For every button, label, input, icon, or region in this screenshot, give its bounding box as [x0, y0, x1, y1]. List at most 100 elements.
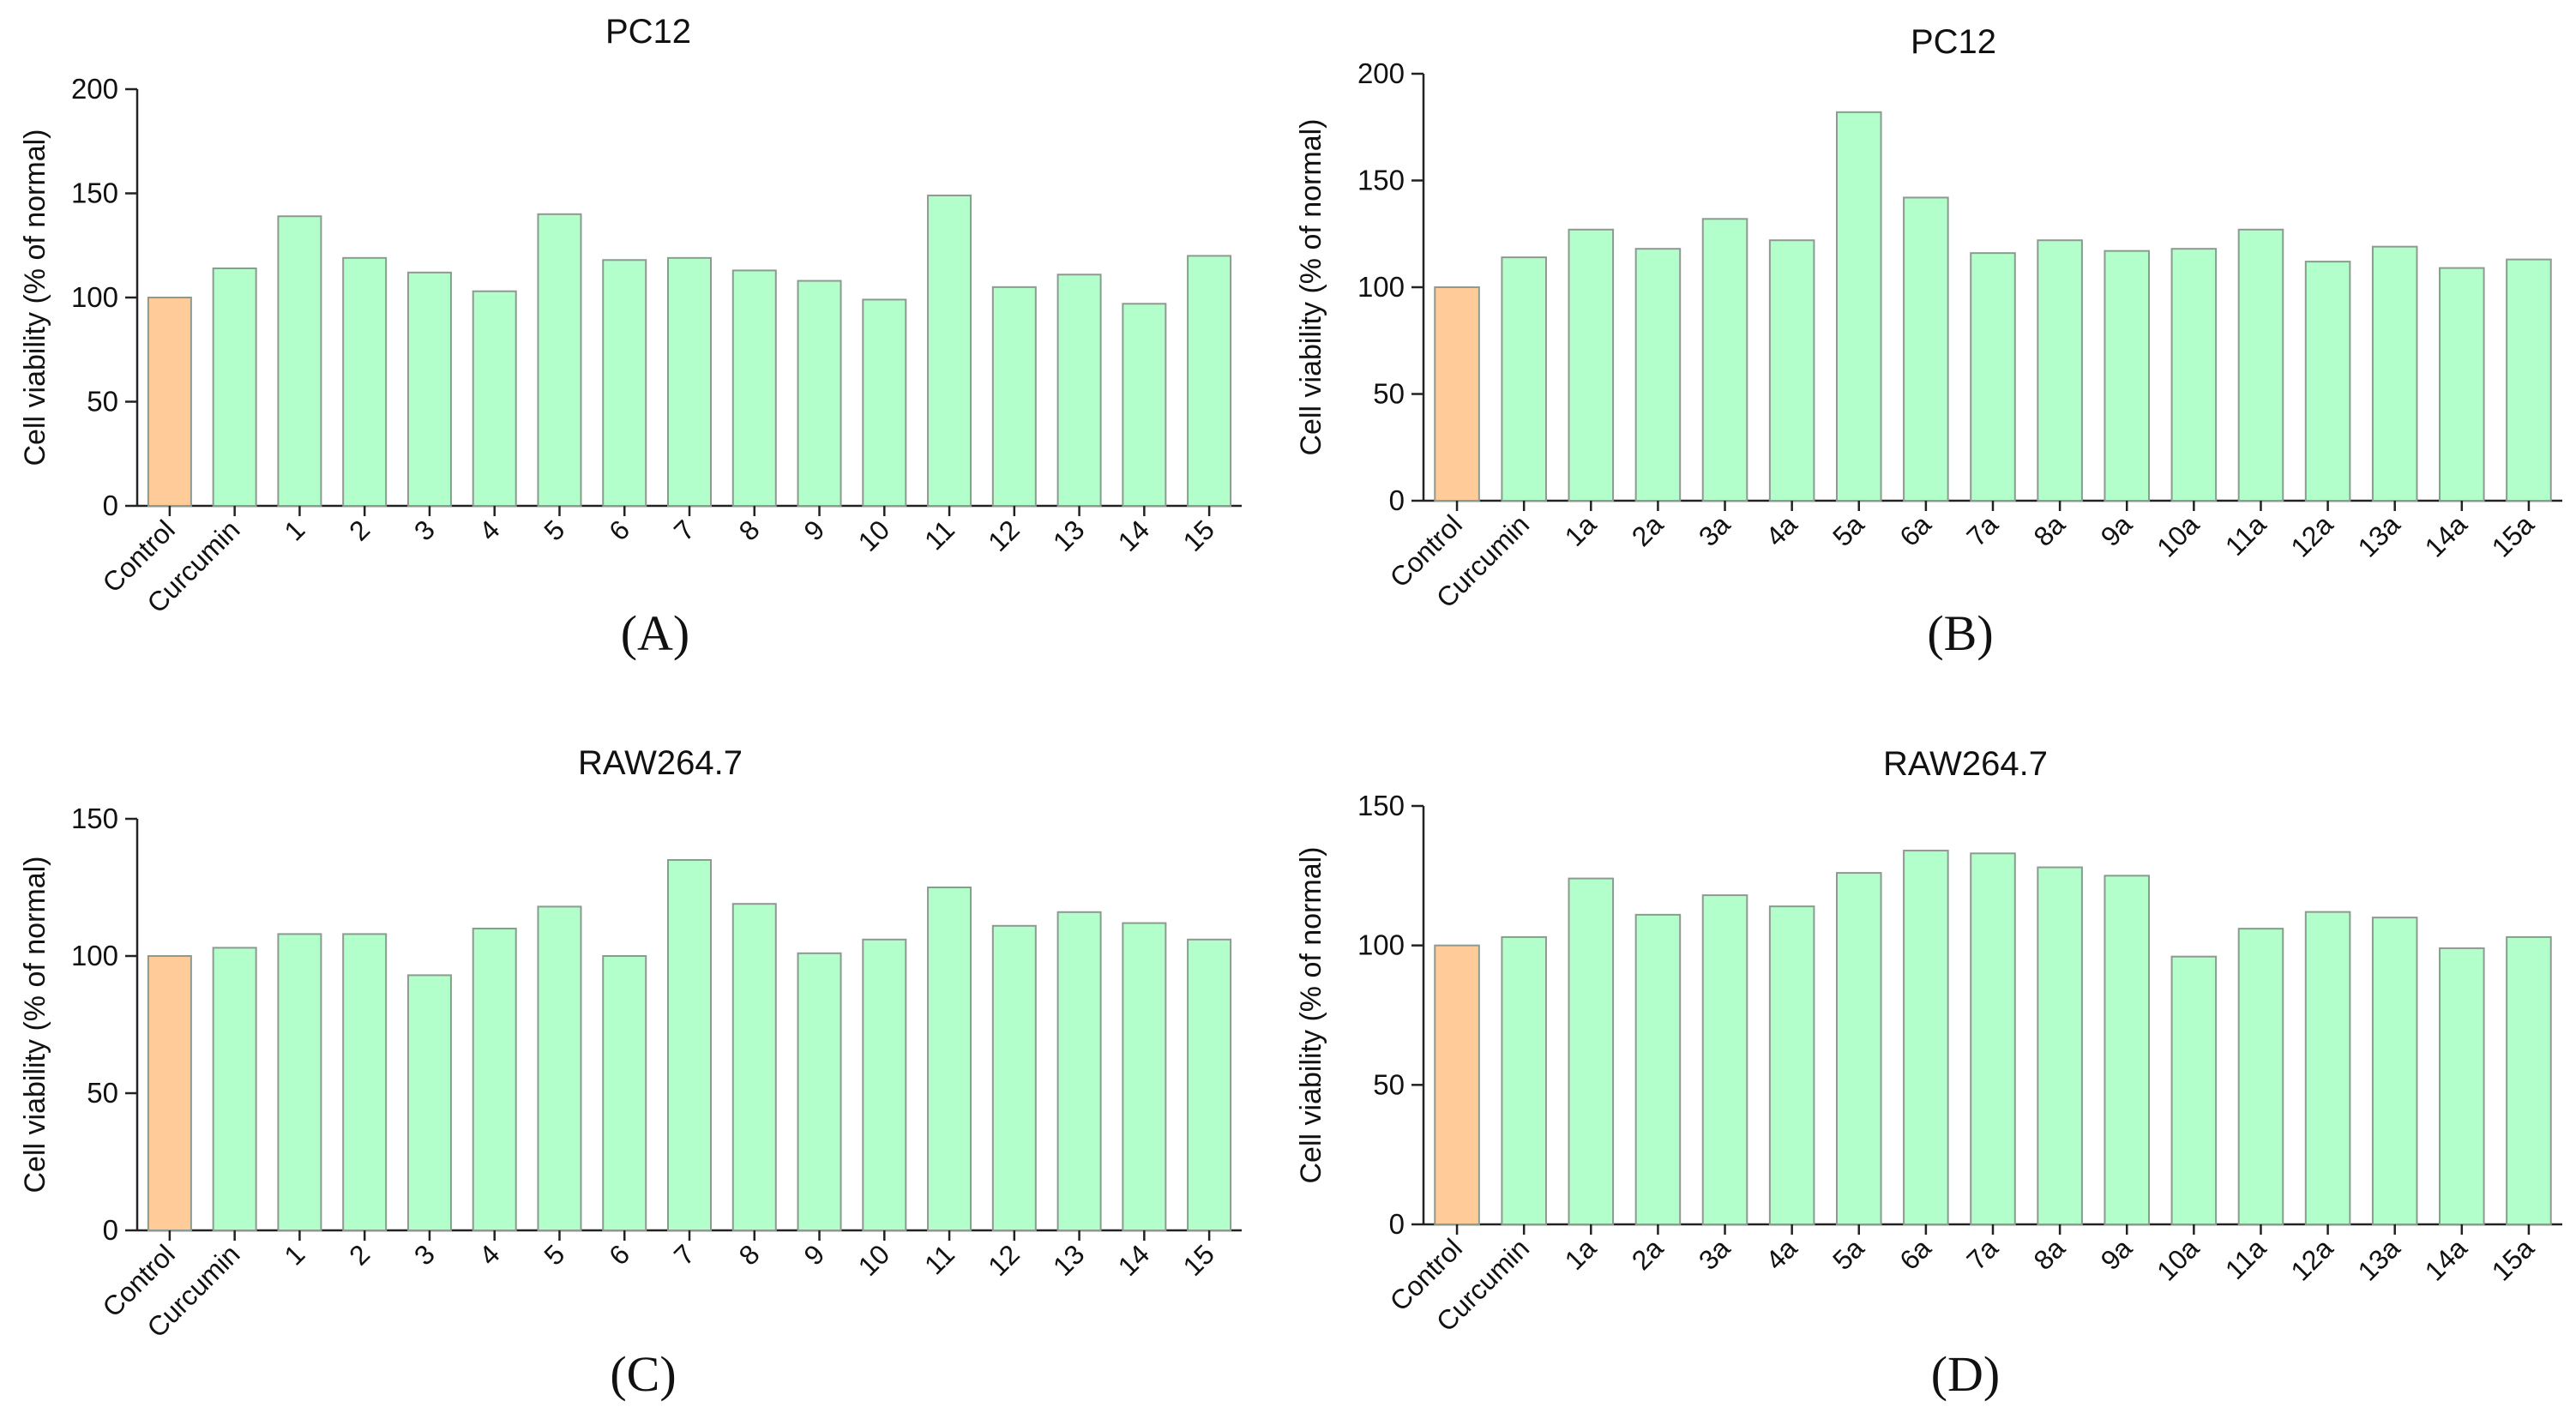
x-tick-label: 5a — [1827, 508, 1870, 552]
chart-panel-3: RAW264.7 Cell viability (% of normal) 0 50 1… — [19, 744, 1242, 1402]
x-tick-label: 4 — [473, 514, 506, 546]
x-tick-label: 8 — [733, 1238, 766, 1271]
bar-11a — [2237, 928, 2284, 1225]
x-tick-label: 6 — [603, 514, 635, 546]
x-tick-label: 7a — [1960, 508, 2004, 552]
bar-6a — [1903, 850, 1949, 1225]
x-tick-label: 1 — [278, 1238, 310, 1271]
x-tick-label: 13 — [1047, 514, 1091, 557]
bar-6a — [1903, 196, 1949, 502]
y-tick-label: 0 — [1389, 484, 1405, 516]
x-tick-label: 5a — [1827, 1232, 1870, 1276]
bar-13a — [2371, 245, 2418, 502]
y-axis-label: Cell viability (% of normal) — [1295, 847, 1327, 1184]
y-tick-label: 50 — [87, 1077, 118, 1109]
x-tick-label: 13a — [2351, 1232, 2405, 1286]
x-tick-label: 14 — [1112, 1238, 1156, 1282]
x-tick-label: 3a — [1693, 1232, 1736, 1276]
bar-control — [147, 297, 192, 507]
bar-9a — [2104, 875, 2151, 1225]
x-tick-label: 9 — [797, 514, 830, 546]
x-tick-label: 7a — [1960, 1232, 2004, 1276]
bar-14a — [2439, 947, 2485, 1226]
x-tick-label: 3 — [408, 514, 441, 546]
chart-panel-4: RAW264.7 Cell viability (% of normal) 0 50 1… — [1295, 745, 2562, 1402]
bar-5a — [1835, 872, 1882, 1226]
x-tick-label: 14a — [2419, 1232, 2473, 1286]
bar-4 — [472, 290, 517, 507]
y-tick-label: 100 — [71, 940, 118, 971]
y-tick-label: 50 — [1373, 1068, 1405, 1100]
x-tick-label: 12a — [2284, 508, 2338, 562]
bar-3 — [406, 271, 452, 507]
x-tick-label: 8 — [733, 514, 766, 546]
x-tick-label: 2 — [343, 514, 376, 546]
x-tick-label: 3a — [1693, 508, 1736, 552]
x-tick-label: 6a — [1893, 508, 1937, 552]
bar-9a — [2104, 250, 2151, 502]
y-tick-label: 50 — [1373, 378, 1405, 410]
bar-7a — [1970, 852, 2016, 1225]
x-tick-label: 14 — [1112, 514, 1156, 557]
bar-13 — [1056, 911, 1102, 1232]
x-tick-label: 11a — [2219, 508, 2272, 562]
x-tick-label: 12 — [982, 1238, 1026, 1282]
y-axis-label: Cell viability (% of normal) — [19, 129, 51, 466]
bar-9 — [797, 280, 842, 507]
bar-2a — [1634, 913, 1682, 1225]
bar-5a — [1835, 111, 1882, 502]
bar-4a — [1768, 905, 1815, 1225]
bar-8 — [731, 269, 777, 507]
bar-control — [1434, 286, 1480, 502]
x-tick-label: 1a — [1559, 508, 1603, 552]
bar-6 — [602, 259, 647, 507]
x-tick-label: 5 — [538, 514, 570, 546]
y-tick-label: 100 — [1357, 271, 1405, 303]
bar-11a — [2237, 228, 2284, 502]
x-tick-label: 8a — [2027, 508, 2071, 552]
x-tick-label: 6 — [603, 1238, 635, 1271]
chart-title: PC12 — [605, 13, 691, 51]
bar-9 — [797, 952, 842, 1232]
y-tick-label: 0 — [1389, 1208, 1405, 1240]
bar-3 — [406, 974, 452, 1232]
y-axis-label: Cell viability (% of normal) — [19, 857, 51, 1194]
bar-3a — [1701, 894, 1748, 1226]
bar-4a — [1768, 239, 1815, 502]
bar-15 — [1187, 938, 1232, 1232]
y-tick-label: 200 — [1357, 57, 1405, 89]
x-tick-label: 6a — [1893, 1232, 1937, 1276]
bar-15a — [2506, 258, 2552, 502]
panel-label: (A) — [621, 605, 690, 661]
bar-4 — [472, 928, 517, 1231]
x-tick-label: 12a — [2284, 1232, 2338, 1286]
panel-label: (B) — [1927, 605, 1993, 661]
bar-12 — [991, 924, 1037, 1232]
bar-5 — [537, 213, 582, 508]
x-tick-label: 15a — [2486, 1232, 2540, 1286]
bar-11 — [927, 194, 972, 507]
bar-10a — [2170, 955, 2218, 1226]
bar-5 — [537, 905, 582, 1232]
x-tick-label: 14a — [2419, 508, 2473, 562]
y-tick-label: 50 — [87, 386, 118, 418]
bar-curcumin — [212, 267, 257, 507]
x-tick-label: 10a — [2151, 1232, 2205, 1286]
y-tick-label: 0 — [103, 490, 118, 521]
bar-12a — [2304, 911, 2351, 1226]
chart-title: RAW264.7 — [1883, 745, 2048, 783]
bar-11 — [927, 887, 972, 1231]
x-tick-label: 11 — [918, 1238, 960, 1280]
x-tick-label: 13a — [2351, 508, 2405, 562]
y-tick-label: 150 — [71, 803, 118, 834]
bar-3a — [1701, 218, 1748, 502]
bar-1 — [277, 215, 322, 507]
x-tick-label: 15 — [1177, 514, 1220, 557]
bar-7a — [1970, 252, 2016, 502]
y-axis-label: Cell viability (% of normal) — [1295, 119, 1327, 456]
chart-panel-2: PC12 Cell viability (% of normal) 0 50 100 15… — [1295, 23, 2562, 661]
chart-title: PC12 — [1911, 23, 1996, 61]
y-tick-label: 0 — [103, 1214, 118, 1246]
x-tick-label: 9 — [797, 1238, 830, 1271]
